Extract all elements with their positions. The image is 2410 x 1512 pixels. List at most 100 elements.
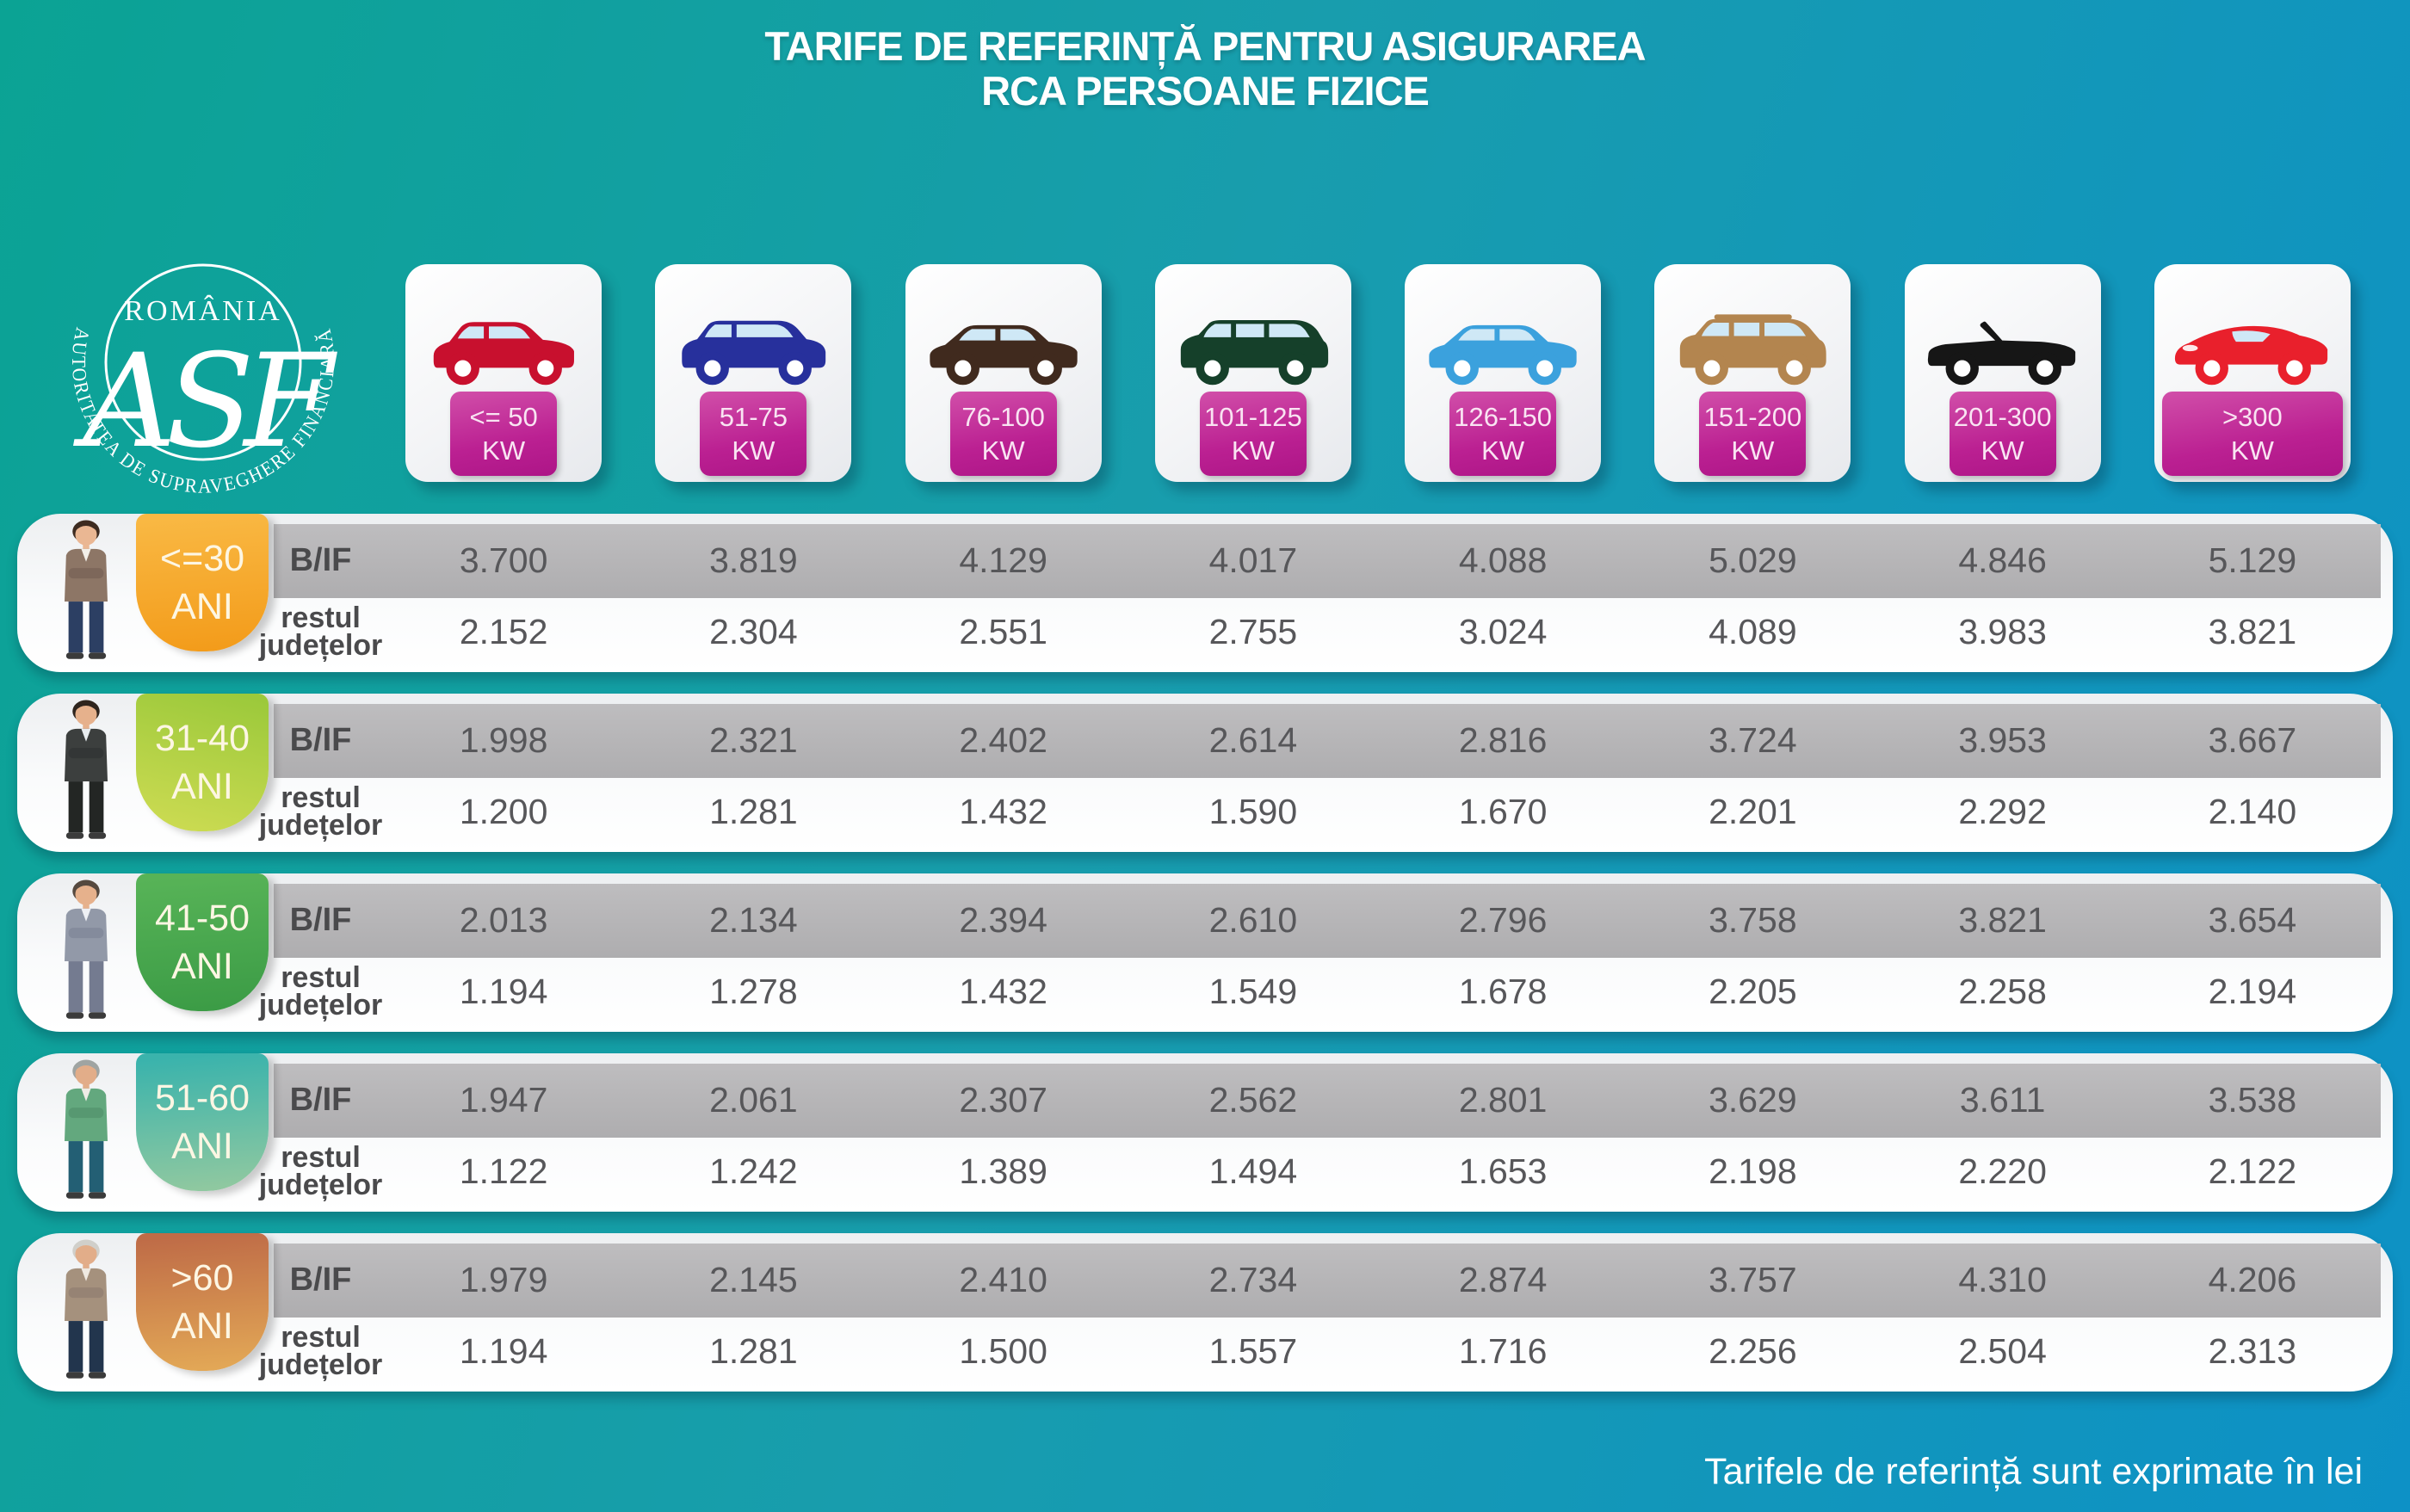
age-badge: >60 ANI [136, 1233, 269, 1371]
kw-range: 201-300 [1953, 402, 2052, 432]
row-label-bif: B/IF [289, 721, 352, 758]
kw-unit: KW [1231, 435, 1275, 466]
tariff-value: 1.590 [1208, 791, 1298, 831]
tariff-value: 2.292 [1958, 791, 2047, 831]
kw-badge: 51-75 KW [700, 392, 807, 476]
row-label-rest: restul județelor [258, 1140, 383, 1201]
vehicle-card-4: 101-125 KW [1154, 264, 1351, 482]
kw-unit: KW [2230, 435, 2274, 466]
kw-range: 151-200 [1703, 402, 1802, 432]
row-label-rest: restul județelor [258, 601, 383, 662]
tariff-value: 3.611 [1959, 1079, 2046, 1120]
tariff-value: 1.432 [959, 971, 1047, 1011]
row-label-bif: B/IF [289, 901, 352, 938]
tariff-value: 1.432 [959, 791, 1047, 831]
kw-range: >300 [2222, 402, 2283, 432]
tariff-value: 4.129 [959, 540, 1047, 580]
tariff-value: 2.796 [1458, 899, 1548, 940]
tariff-value: 3.724 [1709, 719, 1797, 760]
tariff-value: 1.979 [459, 1259, 548, 1299]
tariff-value: 3.024 [1458, 611, 1548, 651]
tariff-value: 2.801 [1458, 1079, 1548, 1120]
tariff-value: 2.256 [1709, 1330, 1797, 1371]
age-unit: ANI [171, 1125, 233, 1167]
age-row-41-50: 41-50 ANI B/IF 2.013 2.134 2.394 2.610 2… [17, 873, 2393, 1032]
tariff-value: 2.201 [1709, 791, 1797, 831]
row-label-bif: B/IF [289, 541, 352, 578]
kw-unit: KW [482, 435, 526, 466]
minivan-icon [1171, 302, 1336, 392]
tariff-value: 3.667 [2208, 719, 2297, 760]
bif-band [274, 884, 2381, 958]
tariff-value: 2.321 [709, 719, 798, 760]
kw-badge: 126-150 KW [1449, 392, 1557, 476]
kw-range: 51-75 [719, 402, 788, 432]
kw-badge: <= 50 KW [450, 392, 558, 476]
tariff-value: 2.194 [2208, 971, 2297, 1011]
tariff-value: 2.304 [709, 611, 798, 651]
tariff-value: 2.551 [959, 611, 1047, 651]
tariff-value: 2.061 [709, 1079, 798, 1120]
age-row-31-40: 31-40 ANI B/IF 1.998 2.321 2.402 2.614 2… [17, 694, 2393, 852]
tariff-value: 2.198 [1709, 1151, 1797, 1191]
vehicle-category-header: <= 50 KW 51-75 KW 76-100 KW 101-125 KW [17, 264, 2393, 482]
tariff-value: 2.874 [1458, 1259, 1548, 1299]
tariff-value: 2.402 [959, 719, 1047, 760]
tariff-value: 2.410 [959, 1259, 1047, 1299]
age-badge: 41-50 ANI [136, 873, 269, 1011]
bif-band [274, 1064, 2381, 1138]
title-line-2: RCA PERSOANE FIZICE [981, 67, 1430, 114]
tariff-value: 1.281 [709, 791, 798, 831]
vehicle-card-6: 151-200 KW [1654, 264, 1851, 482]
tariff-grid: B/IF 2.013 2.134 2.394 2.610 2.796 3.758… [17, 873, 2393, 1032]
tariff-value: 2.307 [959, 1079, 1047, 1120]
tariff-value: 1.998 [459, 719, 548, 760]
tariff-value: 1.947 [459, 1079, 548, 1120]
tariff-value: 2.152 [459, 611, 548, 651]
tariff-value: 1.678 [1458, 971, 1548, 1011]
tariff-value: 4.089 [1709, 611, 1797, 651]
tariff-grid: B/IF 1.979 2.145 2.410 2.734 2.874 3.757… [17, 1233, 2393, 1392]
vehicle-card-2: 51-75 KW [655, 264, 852, 482]
age-badge: 31-40 ANI [136, 694, 269, 831]
tariff-value: 1.500 [959, 1330, 1047, 1371]
tariff-value: 5.129 [2208, 540, 2297, 580]
logo-asf-monogram: ASF [72, 327, 337, 477]
tariff-value: 3.758 [1709, 899, 1797, 940]
tariff-value: 1.194 [459, 971, 548, 1011]
footer-note: Tarifele de referință sunt exprimate în … [1704, 1451, 2363, 1492]
tariff-value: 1.549 [1208, 971, 1298, 1011]
kw-unit: KW [732, 435, 776, 466]
age-range: >60 [170, 1257, 234, 1299]
age-unit: ANI [171, 585, 233, 627]
convertible-icon [1920, 302, 2086, 392]
vehicle-card-3: 76-100 KW [905, 264, 1102, 482]
tariff-value: 3.821 [2208, 611, 2297, 651]
age-unit: ANI [171, 765, 233, 807]
vehicle-card-8: >300 KW [2154, 264, 2351, 482]
tariff-value: 2.504 [1958, 1330, 2047, 1371]
tariff-value: 4.310 [1958, 1259, 2047, 1299]
age-row-51-60: 51-60 ANI B/IF 1.947 2.061 2.307 2.562 2… [17, 1053, 2393, 1212]
tariff-value: 2.134 [709, 899, 798, 940]
tariff-value: 3.757 [1709, 1259, 1797, 1299]
tariff-value: 2.013 [459, 899, 548, 940]
tariff-value: 3.953 [1958, 719, 2047, 760]
kw-unit: KW [1481, 435, 1525, 466]
tariff-value: 4.088 [1458, 540, 1548, 580]
logo-country-label: ROMÂNIA [124, 295, 281, 327]
kw-badge: 76-100 KW [949, 392, 1057, 476]
kw-unit: KW [1731, 435, 1775, 466]
kw-badge: >300 KW [2161, 392, 2343, 476]
tariff-value: 5.029 [1709, 540, 1797, 580]
title-line-1: TARIFE DE REFERINȚĂ PENTRU ASIGURAREA [764, 23, 1646, 69]
tariff-value: 1.200 [459, 791, 548, 831]
tariff-value: 2.394 [959, 899, 1047, 940]
row-label-bif: B/IF [289, 1081, 352, 1118]
kw-range: 126-150 [1454, 402, 1553, 432]
tariff-value: 1.281 [709, 1330, 798, 1371]
age-badge: 51-60 ANI [136, 1053, 269, 1191]
tariff-value: 2.755 [1208, 611, 1298, 651]
age-range: 31-40 [155, 718, 250, 759]
